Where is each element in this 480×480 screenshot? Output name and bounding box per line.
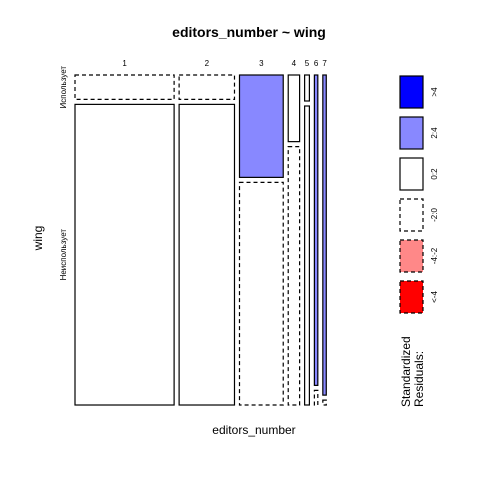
mosaic-tile-1-uses	[74, 74, 175, 100]
chart-title: editors_number ~ wing	[172, 24, 326, 40]
x-tick-label-4: 4	[292, 59, 297, 68]
mosaic-tile-6-uses	[313, 74, 319, 386]
mosaic-tile-7-uses	[322, 74, 327, 396]
mosaic-tile-7-not-uses	[322, 399, 327, 406]
y-axis-label: wing	[31, 226, 45, 252]
mosaic-plot-area: 1 2 3 4 5 6 7 Использует Неиспользует	[59, 59, 327, 406]
mosaic-tile-1-not-uses	[74, 103, 175, 406]
x-tick-label-1: 1	[122, 59, 127, 68]
x-tick-label-2: 2	[205, 59, 210, 68]
legend-swatch-5	[399, 239, 424, 273]
legend-swatch-1	[399, 75, 424, 109]
x-tick-label-5: 5	[305, 59, 310, 68]
legend-swatch-2	[399, 116, 424, 150]
mosaic-tile-3-uses	[238, 74, 284, 178]
x-tick-label-3: 3	[259, 59, 264, 68]
mosaic-tile-2-uses	[178, 74, 236, 100]
legend-label-3: 0:2	[430, 168, 439, 180]
mosaic-tile-2-not-uses	[178, 103, 236, 406]
mosaic-tile-4-uses	[287, 74, 301, 143]
legend-label-5: -4:-2	[430, 247, 439, 264]
legend-swatch-3	[399, 157, 424, 191]
mosaic-tile-5-uses	[304, 74, 310, 102]
mosaic-tile-5-not-uses	[304, 105, 310, 406]
legend-title-line2: Residuals:	[412, 351, 426, 407]
legend-title-line1: Standardized	[399, 336, 413, 407]
legend-label-4: -2:0	[430, 208, 439, 222]
y-tick-label-not-uses: Неиспользует	[59, 229, 68, 281]
x-tick-label-6: 6	[314, 59, 319, 68]
legend-label-6: <-4	[430, 291, 439, 303]
mosaic-tile-6-not-uses	[313, 389, 319, 406]
legend-swatch-6	[399, 280, 424, 314]
mosaic-tile-4-not-uses	[287, 146, 301, 406]
x-axis-label: editors_number	[212, 423, 295, 437]
mosaic-tile-3-not-uses	[238, 181, 284, 406]
y-tick-label-uses: Использует	[59, 66, 68, 109]
legend-swatch-4	[399, 198, 424, 232]
legend-label-2: 2:4	[430, 127, 439, 139]
legend-label-1: >4	[430, 87, 439, 97]
x-tick-label-7: 7	[322, 59, 327, 68]
legend: Standardized Residuals: >4 2:4 0:2 -2:0 -4:-…	[399, 75, 439, 407]
